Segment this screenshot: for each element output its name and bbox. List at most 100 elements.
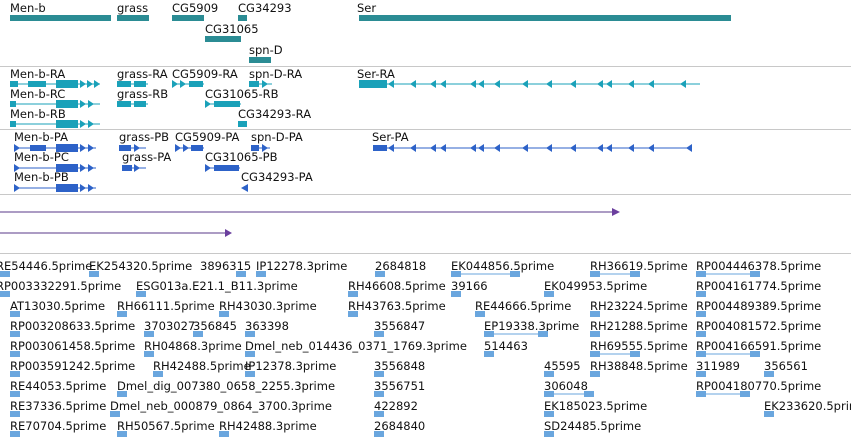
est-label[interactable]: Dmel_dig_007380_0658_2255.3prime (117, 379, 336, 393)
est-label[interactable]: RH23224.5prime (590, 299, 688, 313)
est-feature[interactable] (117, 431, 127, 437)
est-feature[interactable] (484, 351, 494, 357)
est-label[interactable]: 3703027 (144, 319, 196, 333)
est-label[interactable]: EK049953.5prime (544, 279, 648, 293)
est-label[interactable]: 311989 (696, 359, 740, 373)
est-feature[interactable] (374, 331, 384, 337)
est-feature[interactable] (590, 371, 600, 377)
gene-bar-cg34293[interactable] (238, 15, 247, 21)
est-label[interactable]: RP004489389.5prime (696, 299, 822, 313)
transcript-label[interactable]: Ser-RA (357, 67, 395, 81)
est-label[interactable]: 3556848 (374, 359, 426, 373)
est-label[interactable]: RH43030.3prime (219, 299, 317, 313)
est-feature[interactable] (10, 431, 20, 437)
est-label[interactable]: RP003208633.5prime (10, 319, 136, 333)
protein-label[interactable]: spn-D-PA (251, 130, 303, 144)
est-label[interactable]: RP004446378.5prime (696, 259, 822, 273)
est-feature[interactable] (544, 371, 554, 377)
est-feature[interactable] (544, 411, 554, 417)
est-label[interactable]: 363398 (245, 319, 289, 333)
transcript-grass-ra[interactable] (117, 81, 148, 87)
est-feature[interactable] (245, 371, 255, 377)
est-label[interactable]: RH36619.5prime (590, 259, 688, 273)
est-feature[interactable] (475, 311, 485, 317)
transcript-cg5909-ra[interactable] (172, 80, 204, 88)
gene-label-cg31065[interactable]: CG31065 (205, 22, 259, 36)
est-label[interactable]: RH42488.3prime (219, 419, 317, 433)
transcript-label[interactable]: Men-b-RA (10, 67, 66, 81)
est-label[interactable]: EK185023.5prime (544, 399, 648, 413)
est-feature[interactable] (219, 311, 229, 317)
est-label[interactable]: 39166 (451, 279, 488, 293)
est-feature[interactable] (374, 371, 384, 377)
est-feature[interactable] (374, 391, 384, 397)
est-label[interactable]: 356845 (193, 319, 237, 333)
est-feature[interactable] (590, 271, 640, 277)
est-label[interactable]: 2684840 (374, 419, 426, 433)
est-feature[interactable] (764, 411, 774, 417)
est-label[interactable]: IP12378.3prime (245, 359, 337, 373)
est-feature[interactable] (136, 291, 146, 297)
est-feature[interactable] (696, 371, 706, 377)
est-label[interactable]: Dmel_neb_000879_0864_3700.3prime (110, 399, 332, 413)
est-label[interactable]: RH42488.5prime (153, 359, 251, 373)
est-label[interactable]: IP12278.3prime (256, 259, 348, 273)
est-feature[interactable] (451, 291, 461, 297)
est-feature[interactable] (0, 291, 10, 297)
est-label[interactable]: RH66111.5prime (117, 299, 215, 313)
est-feature[interactable] (236, 271, 246, 277)
protein-men-b-pa[interactable] (14, 144, 96, 152)
transcript-cg31065-rb[interactable] (205, 100, 241, 108)
est-feature[interactable] (696, 351, 760, 357)
est-feature[interactable] (10, 311, 20, 317)
est-label[interactable]: RH46608.5prime (348, 279, 446, 293)
est-feature[interactable] (696, 331, 706, 337)
transcript-label[interactable]: CG5909-RA (172, 67, 238, 81)
est-feature[interactable] (696, 311, 706, 317)
est-feature[interactable] (484, 331, 548, 337)
transcript-men-b-ra[interactable] (10, 80, 100, 88)
gene-bar-ser[interactable] (359, 15, 731, 21)
est-label[interactable]: ESG013a.E21.1_B11.3prime (136, 279, 298, 293)
est-feature[interactable] (89, 271, 99, 277)
est-feature[interactable] (375, 271, 385, 277)
protein-grass-pa[interactable] (122, 164, 146, 172)
est-feature[interactable] (0, 271, 10, 277)
est-label[interactable]: RH43763.5prime (348, 299, 446, 313)
est-feature[interactable] (193, 331, 203, 337)
est-label[interactable]: RE44666.5prime (475, 299, 572, 313)
protein-men-b-pc[interactable] (14, 164, 96, 172)
est-feature[interactable] (10, 351, 20, 357)
est-label[interactable]: SD24485.5prime (544, 419, 642, 433)
est-feature[interactable] (696, 391, 750, 397)
est-feature[interactable] (10, 391, 20, 397)
est-label[interactable]: RP003591242.5prime (10, 359, 136, 373)
est-feature[interactable] (10, 411, 20, 417)
est-label[interactable]: RE54446.5prime (0, 259, 93, 273)
est-label[interactable]: 2684818 (375, 259, 427, 273)
gene-bar-grass[interactable] (117, 15, 149, 21)
est-label[interactable]: RP004166591.5prime (696, 339, 822, 353)
est-label[interactable]: 3896315 (200, 259, 252, 273)
protein-label[interactable]: CG34293-PA (241, 170, 313, 184)
est-feature[interactable] (544, 431, 554, 437)
est-label[interactable]: 306048 (544, 379, 588, 393)
gene-label-cg5909[interactable]: CG5909 (172, 1, 219, 15)
est-label[interactable]: RH50567.5prime (117, 419, 215, 433)
gene-label-cg34293[interactable]: CG34293 (238, 1, 292, 15)
gene-bar-men-b[interactable] (10, 15, 111, 21)
protein-label[interactable]: CG5909-PA (175, 130, 240, 144)
est-feature[interactable] (245, 331, 255, 337)
est-label[interactable]: EK254320.5prime (89, 259, 193, 273)
est-feature[interactable] (590, 331, 600, 337)
est-feature[interactable] (245, 351, 255, 357)
est-feature[interactable] (219, 431, 229, 437)
est-feature[interactable] (144, 351, 154, 357)
protein-cg34293-pa[interactable] (241, 184, 248, 192)
est-feature[interactable] (256, 271, 266, 277)
transcript-label[interactable]: CG34293-RA (238, 107, 312, 121)
est-label[interactable]: RH69555.5prime (590, 339, 688, 353)
transcript-label[interactable]: grass-RA (117, 67, 168, 81)
est-label[interactable]: RH04868.3prime (144, 339, 242, 353)
transcript-spn-d-ra[interactable] (249, 80, 272, 88)
